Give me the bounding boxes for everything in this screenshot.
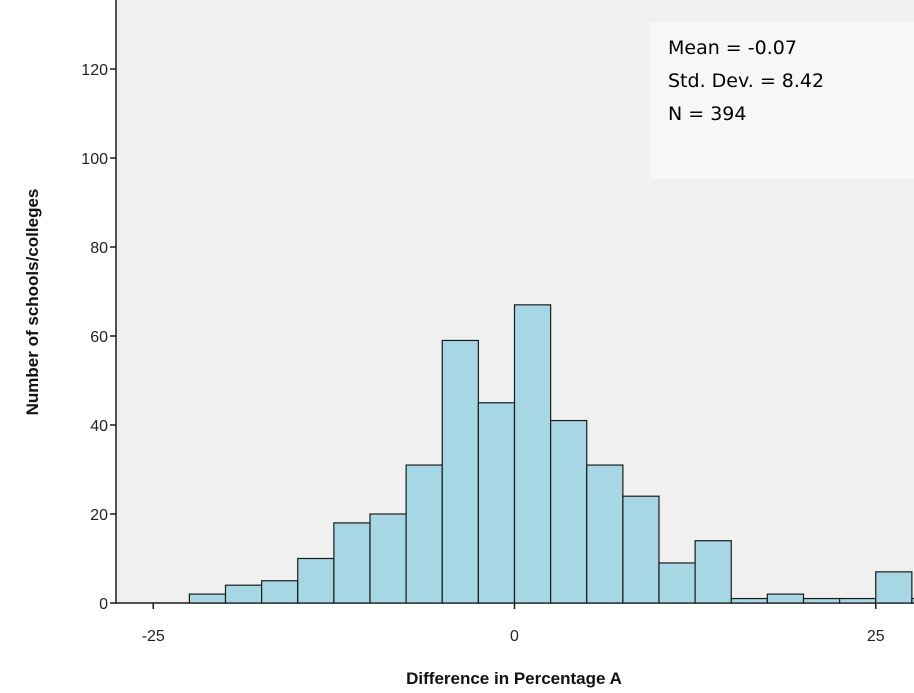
y-tick-label: 100: [81, 151, 108, 168]
y-tick-label: 60: [90, 329, 108, 346]
histogram-bar: [766, 593, 805, 604]
x-tick-label: 25: [867, 628, 885, 645]
x-axis-title: Difference in Percentage A: [406, 669, 622, 688]
histogram-bar: [911, 597, 914, 604]
histogram-bars: [188, 304, 914, 604]
histogram-bar: [875, 571, 913, 604]
x-axis: -50-2502550: [142, 603, 885, 645]
x-tick-label: 0: [510, 628, 519, 645]
histogram-bar: [658, 562, 696, 604]
histogram-bar: [333, 522, 371, 604]
histogram-bar: [261, 580, 299, 604]
histogram-bar: [730, 597, 768, 604]
histogram-bar: [405, 464, 443, 604]
histogram-bar: [297, 557, 335, 604]
histogram-bar: [622, 495, 660, 604]
histogram-bar: [586, 464, 624, 604]
y-tick-label: 20: [90, 507, 108, 524]
histogram-bar: [694, 540, 732, 604]
histogram-bar: [441, 339, 479, 604]
y-tick-label: 120: [81, 62, 108, 79]
histogram-bar: [477, 402, 516, 604]
histogram-bar: [802, 597, 841, 604]
y-axis-title: Number of schools/colleges: [23, 189, 42, 416]
y-axis: 0 20 40 60 80 100 120: [81, 62, 116, 613]
stats-std-dev: Std. Dev. = 8.42: [668, 70, 824, 92]
histogram-bar: [550, 419, 588, 604]
histogram-bar: [513, 304, 552, 604]
histogram-bar: [369, 513, 407, 604]
stats-box: [650, 22, 914, 179]
y-tick-label: 40: [90, 418, 108, 435]
stats-n: N = 394: [668, 103, 746, 125]
histogram-bar: [224, 584, 263, 604]
histogram-bar: [188, 593, 227, 604]
x-tick-label: -25: [142, 628, 165, 645]
y-tick-label: 0: [99, 596, 108, 613]
y-tick-label: 80: [90, 240, 108, 257]
stats-mean: Mean = -0.07: [668, 37, 797, 59]
histogram-bar: [839, 597, 877, 604]
